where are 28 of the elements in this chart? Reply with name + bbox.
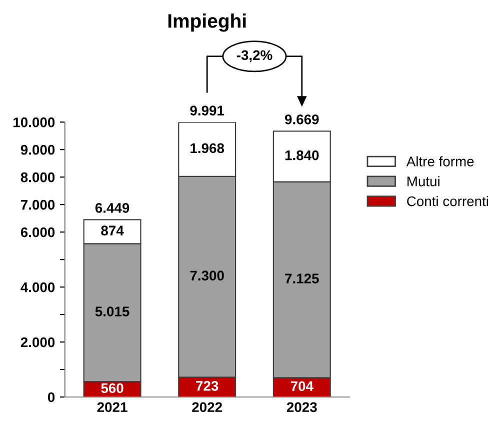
data-label: 874 — [101, 226, 124, 236]
total-label: 6.449 — [95, 203, 130, 213]
y-tick-label: 4.000 — [20, 282, 55, 292]
y-tick-label: 10.000 — [14, 117, 55, 128]
x-tick-label: 2021 — [97, 402, 128, 412]
x-tick-label: 2022 — [192, 402, 222, 412]
chart-title: Impieghi — [168, 14, 246, 32]
legend-label: Conti correnti — [407, 196, 488, 206]
data-label: 560 — [101, 383, 124, 394]
x-tick-label: 2023 — [286, 402, 317, 412]
y-tick-label: 7.000 — [20, 200, 55, 210]
data-label: 7.125 — [285, 274, 319, 284]
data-label: 704 — [290, 381, 314, 392]
y-tick-label: 0 — [48, 392, 55, 402]
y-tick-label: 6.000 — [20, 227, 55, 238]
y-tick-label: 9.000 — [20, 144, 55, 155]
data-label: 7.300 — [190, 270, 224, 281]
total-label: 9.669 — [285, 114, 319, 124]
data-label: 1.840 — [285, 150, 319, 160]
total-label: 9.991 — [190, 106, 224, 116]
data-label: 723 — [196, 380, 218, 391]
text: -3,2% — [236, 50, 272, 62]
y-tick-label: 2.000 — [20, 337, 55, 348]
data-label: 5.015 — [95, 306, 130, 316]
y-tick-label: 8.000 — [20, 172, 55, 182]
legend-label: Mutui — [408, 176, 440, 186]
legend-label: Altre forme — [406, 156, 474, 166]
data-label: 1.968 — [190, 143, 224, 154]
